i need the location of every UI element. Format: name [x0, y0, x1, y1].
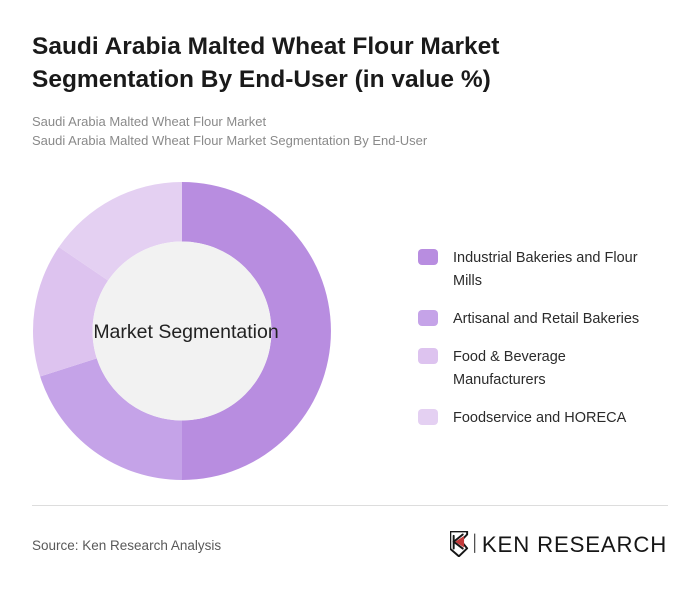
svg-text:KEN RESEARCH: KEN RESEARCH — [482, 532, 667, 557]
svg-text:Market Segmentation: Market Segmentation — [93, 321, 278, 343]
